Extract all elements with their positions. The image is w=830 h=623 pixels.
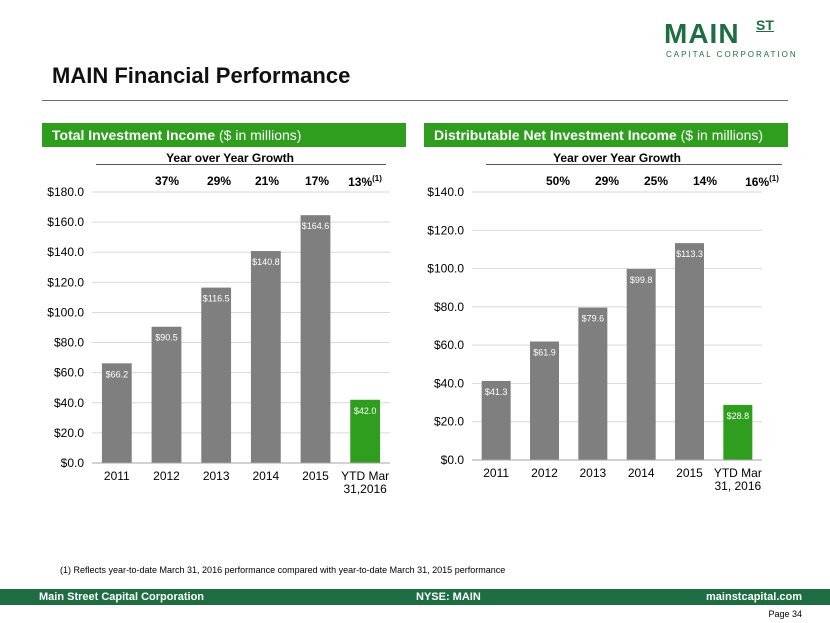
right-chart-bar — [675, 243, 704, 460]
left-chart-data-label: $116.5 — [203, 294, 230, 304]
left-chart-bar — [250, 251, 281, 463]
right-panel-header-rest: ($ in millions) — [676, 127, 764, 143]
left-growth-0: 37% — [154, 174, 180, 188]
right-growth-4: 16%(1) — [745, 174, 779, 189]
right-chart-x-tick-label: 2012 — [531, 466, 558, 480]
right-chart-x-tick-label: 2014 — [628, 466, 655, 480]
right-growth-footnote-ref: (1) — [769, 174, 779, 183]
right-chart-bar — [530, 341, 559, 460]
footer-bar: Main Street Capital Corporation NYSE: MA… — [0, 589, 830, 605]
left-chart-data-label: $66.2 — [106, 369, 129, 379]
left-chart-y-tick-label: $0.0 — [61, 456, 85, 470]
right-panel-header: Distributable Net Investment Income ($ i… — [424, 123, 788, 147]
left-chart-bar — [101, 363, 132, 463]
right-chart-x-tick-label: 2013 — [579, 466, 606, 480]
right-chart-data-label: $99.8 — [630, 275, 653, 285]
right-chart-x-tick-label: 2015 — [676, 466, 703, 480]
right-chart-y-tick-label: $140.0 — [427, 185, 464, 199]
right-growth-divider — [486, 164, 782, 165]
left-chart-y-tick-label: $160.0 — [47, 215, 84, 229]
right-chart-y-tick-label: $80.0 — [434, 300, 464, 314]
right-chart-data-label: $28.8 — [727, 411, 750, 421]
left-chart-y-tick-label: $40.0 — [54, 396, 84, 410]
right-chart-x-tick-label: YTD Mar — [714, 466, 762, 480]
left-bar-chart: $0.0 $20.0 $40.0 $60.0 $80.0 $100.0 $120.0 $140… — [47, 185, 390, 496]
right-chart-y-tick-label: $20.0 — [434, 415, 464, 429]
right-chart-data-label: $79.6 — [582, 314, 605, 324]
company-logo: MAIN ST CAPITAL CORPORATION — [664, 17, 796, 62]
right-chart-y-tick-label: $40.0 — [434, 376, 464, 390]
left-growth-title: Year over Year Growth — [166, 151, 294, 165]
logo-st-text: ST — [756, 17, 774, 33]
left-chart-bar — [151, 326, 182, 463]
left-chart-data-label: $140.8 — [252, 257, 280, 267]
left-chart-y-tick-label: $180.0 — [47, 185, 84, 199]
left-panel-header-rest: ($ in millions) — [215, 127, 302, 143]
page-number: Page 34 — [768, 609, 802, 619]
footer-website[interactable]: mainstcapital.com — [706, 591, 802, 603]
footer-ticker: NYSE: MAIN — [416, 591, 481, 603]
right-growth-2: 25% — [643, 174, 669, 188]
footnote: (1) Reflects year-to-date March 31, 2016… — [60, 565, 506, 575]
logo-subtitle: CAPITAL CORPORATION — [666, 50, 798, 59]
left-chart-bar — [300, 215, 331, 463]
right-chart-y-tick-label: $120.0 — [427, 223, 464, 237]
footer-company: Main Street Capital Corporation — [39, 591, 205, 603]
right-growth-3: 14% — [692, 174, 718, 188]
left-chart-x-tick-label: 2015 — [302, 469, 329, 483]
right-chart-y-tick-label: $60.0 — [434, 338, 464, 352]
left-growth-footnote-ref: (1) — [372, 174, 382, 183]
left-growth-1: 29% — [206, 174, 232, 188]
right-chart-data-label: $41.3 — [485, 387, 508, 397]
right-chart-data-label: $113.3 — [676, 249, 703, 259]
right-chart-bar — [578, 307, 608, 460]
right-growth-title: Year over Year Growth — [553, 151, 681, 165]
left-chart-bar — [350, 399, 381, 463]
right-chart-y-tick-label: $100.0 — [427, 262, 464, 276]
right-growth-1: 29% — [594, 174, 620, 188]
page-title: MAIN Financial Performance — [52, 63, 351, 88]
left-chart-bar — [201, 287, 232, 463]
right-chart-bar — [481, 380, 511, 460]
right-chart-bar — [723, 404, 753, 460]
logo-main-text: MAIN — [664, 18, 740, 49]
left-chart-data-label: $90.5 — [155, 333, 178, 343]
left-panel-header: Total Investment Income ($ in millions) — [42, 123, 406, 147]
right-growth-0: 50% — [545, 174, 571, 188]
left-chart-y-tick-label: $60.0 — [54, 366, 84, 380]
right-chart-x-tick-label: 31, 2016 — [714, 479, 761, 493]
left-growth-3: 17% — [304, 174, 330, 188]
left-growth-4: 13%(1) — [348, 174, 382, 189]
left-chart-y-tick-label: $140.0 — [47, 245, 84, 259]
left-chart-y-tick-label: $80.0 — [54, 336, 84, 350]
title-divider — [42, 100, 788, 101]
right-chart-y-tick-label: $0.0 — [441, 453, 465, 467]
left-chart-x-tick-label: YTD Mar — [341, 469, 389, 483]
right-chart-x-tick-label: 2011 — [483, 466, 509, 480]
left-chart-y-tick-label: $120.0 — [47, 275, 84, 289]
left-chart-data-label: $164.6 — [302, 221, 330, 231]
left-growth-2: 21% — [254, 174, 280, 188]
right-chart-bar — [626, 268, 656, 460]
left-chart-x-tick-label: 2011 — [104, 469, 130, 483]
left-chart-x-tick-label: 31,2016 — [343, 482, 387, 496]
left-panel-header-bold: Total Investment Income — [52, 127, 216, 143]
left-growth-divider — [96, 164, 386, 165]
right-panel-header-bold: Distributable Net Investment Income — [434, 127, 677, 143]
left-chart-y-tick-label: $20.0 — [54, 426, 84, 440]
left-chart-x-tick-label: 2014 — [252, 469, 279, 483]
left-chart-x-tick-label: 2012 — [153, 469, 180, 483]
left-chart-x-tick-label: 2013 — [203, 469, 230, 483]
right-chart-data-label: $61.9 — [533, 348, 556, 358]
left-chart-y-tick-label: $100.0 — [47, 305, 84, 319]
left-chart-data-label: $42.0 — [354, 406, 377, 416]
right-bar-chart: $0.0 $20.0 $40.0 $60.0 $80.0 $100.0 $120.0 $140… — [427, 185, 762, 493]
